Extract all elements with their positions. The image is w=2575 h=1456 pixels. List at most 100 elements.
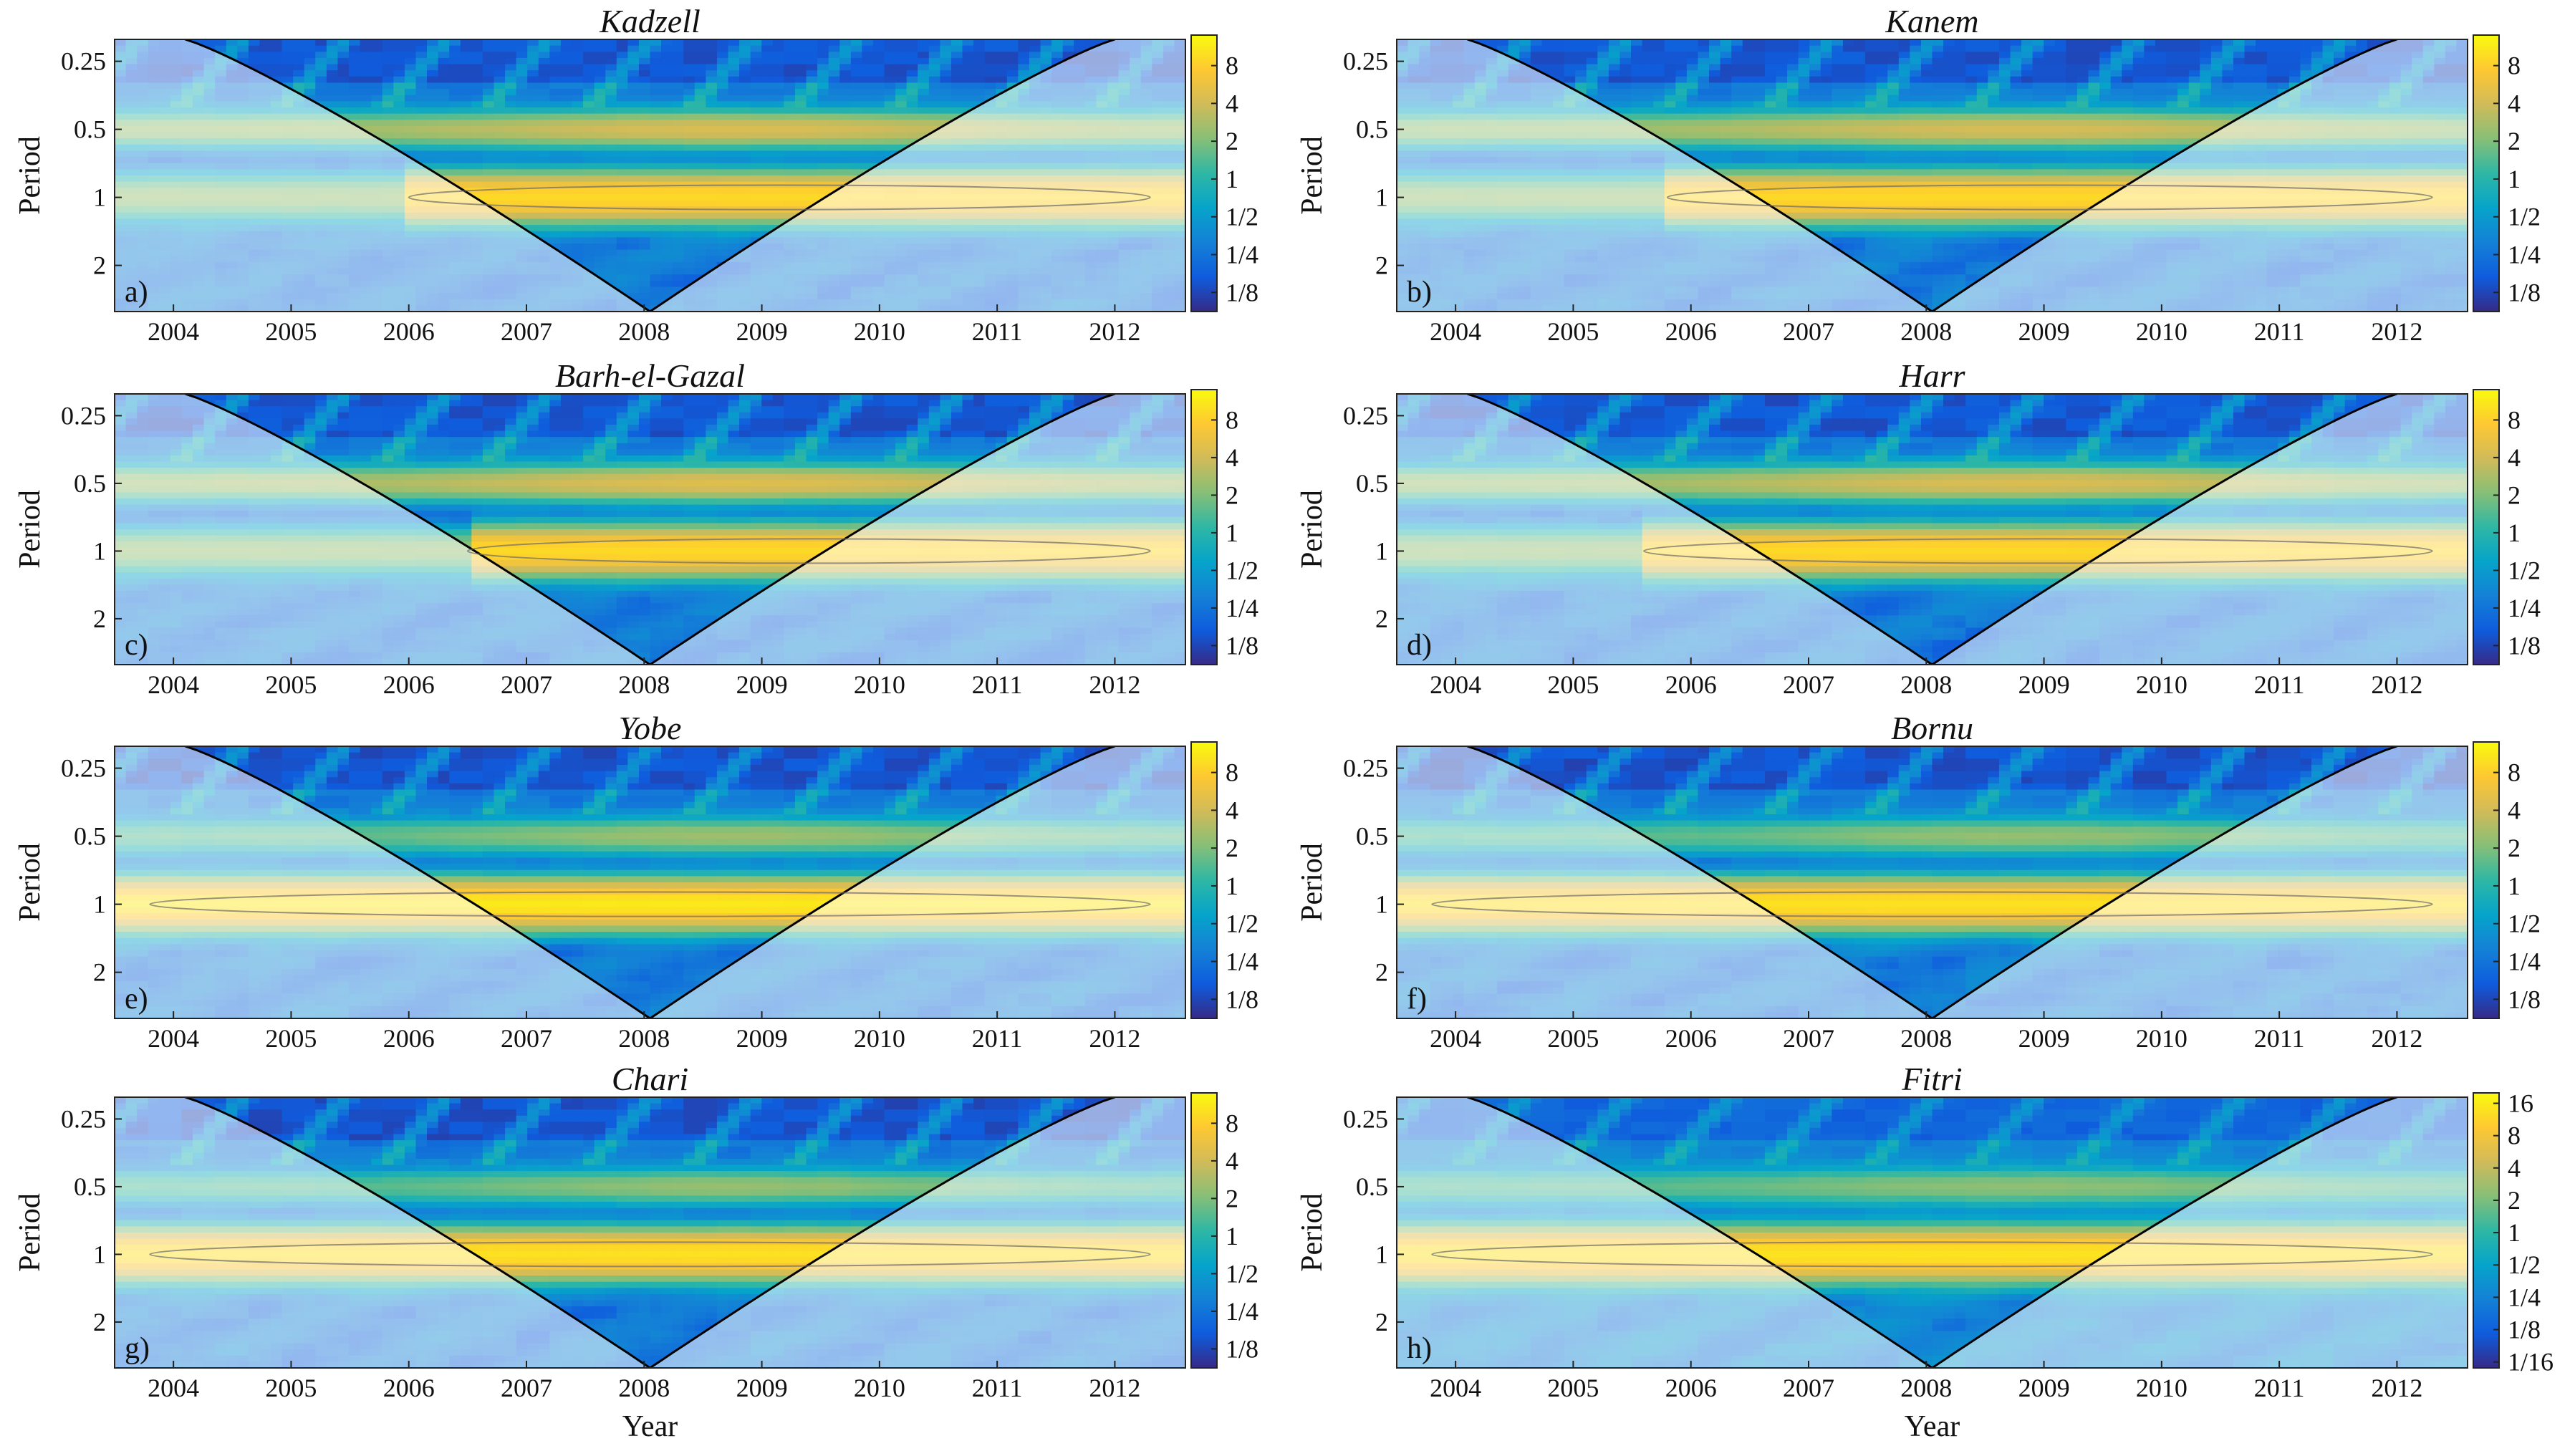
heat-cell [326, 70, 339, 77]
heat-cell [1954, 64, 1967, 71]
heat-cell [683, 57, 696, 65]
heat-cell [661, 293, 673, 300]
heat-cell [650, 225, 662, 232]
heat-cell [594, 107, 607, 115]
heat-cell [1764, 64, 1777, 71]
heat-cell [393, 138, 405, 145]
heat-cell [694, 95, 707, 102]
heat-cell [471, 120, 483, 127]
heat-cell [516, 132, 528, 139]
heat-cell [1887, 82, 1900, 90]
heat-cell [215, 45, 227, 53]
heat-cell [850, 125, 863, 133]
heat-cell [2066, 52, 2078, 59]
heat-cell [638, 188, 651, 195]
heat-cell [560, 212, 573, 220]
x-tick-label: 2009 [736, 317, 788, 346]
heat-cell [449, 169, 461, 176]
heat-cell [271, 52, 283, 59]
heat-cell [1006, 64, 1019, 71]
heat-cell [304, 82, 317, 90]
heat-cell [772, 64, 785, 71]
heat-cell [1832, 76, 1844, 84]
heat-cell [706, 175, 718, 183]
heat-cell [683, 144, 696, 152]
heat-cell [2367, 39, 2379, 47]
heat-cell [839, 175, 852, 183]
heat-cell [605, 45, 617, 53]
heat-cell [828, 113, 841, 121]
heat-cell [271, 39, 283, 47]
heat-cell [784, 132, 796, 139]
heat-cell [750, 95, 763, 102]
heat-cell [728, 169, 740, 176]
heat-cell [616, 82, 629, 90]
heat-cell [1920, 76, 1933, 84]
heat-cell [482, 76, 495, 84]
heat-cell [616, 138, 629, 145]
heat-cell [739, 76, 751, 84]
heat-cell [616, 150, 629, 158]
heat-cell [549, 76, 562, 84]
heat-cell [2256, 45, 2268, 53]
heat-cell [627, 244, 640, 251]
heat-cell [772, 70, 785, 77]
heat-cell [627, 95, 640, 102]
heat-cell [293, 39, 305, 47]
heat-cell [728, 89, 740, 96]
heat-cell [794, 45, 807, 53]
heat-cell [382, 52, 395, 59]
heat-cell [2200, 45, 2212, 53]
heat-cell [750, 169, 763, 176]
heat-cell [928, 101, 941, 108]
heat-cell [1006, 52, 1019, 59]
heat-cell [1686, 52, 1699, 59]
heat-cell [360, 107, 372, 115]
heat-cell [1519, 57, 1531, 65]
heat-cell [1988, 76, 2000, 84]
heat-cell [549, 52, 562, 59]
heat-cell [650, 39, 662, 47]
heat-cell [683, 95, 696, 102]
heat-cell [516, 144, 528, 152]
heat-cell [872, 89, 885, 96]
heat-cell [1686, 64, 1699, 71]
heat-cell [583, 132, 595, 139]
heat-cell [1742, 39, 1755, 47]
heat-cell [1898, 64, 1911, 71]
heat-cell [650, 256, 662, 263]
heat-cell [1998, 52, 2011, 59]
heat-cell [2200, 52, 2212, 59]
heat-cell [415, 150, 428, 158]
heat-cell [360, 89, 372, 96]
heat-cell [583, 225, 595, 232]
heat-cell [1910, 64, 1922, 71]
heat-cell [772, 150, 785, 158]
heat-cell [2288, 76, 2301, 84]
heat-cell [839, 76, 852, 84]
heat-cell [1006, 45, 1019, 53]
heat-cell [1006, 70, 1019, 77]
heat-cell [1876, 45, 1889, 53]
heat-cell [716, 45, 729, 53]
heat-cell [549, 132, 562, 139]
heat-cell [471, 188, 483, 195]
heat-cell [716, 150, 729, 158]
heat-cell [1776, 52, 1788, 59]
heat-cell [527, 188, 539, 195]
heat-cell [2210, 39, 2223, 47]
heat-cell [248, 39, 261, 47]
heat-cell [527, 52, 539, 59]
heat-cell [1709, 45, 1721, 53]
heat-cell [2144, 76, 2156, 84]
heat-cell [850, 64, 863, 71]
heat-cell [772, 188, 785, 195]
heat-cell [672, 45, 685, 53]
heat-cell [761, 89, 774, 96]
heat-cell [1865, 64, 1877, 71]
heat-cell [1731, 52, 1743, 59]
heat-cell [2166, 70, 2178, 77]
heat-cell [549, 193, 562, 201]
heat-cell [627, 57, 640, 65]
heat-cell [572, 132, 584, 139]
